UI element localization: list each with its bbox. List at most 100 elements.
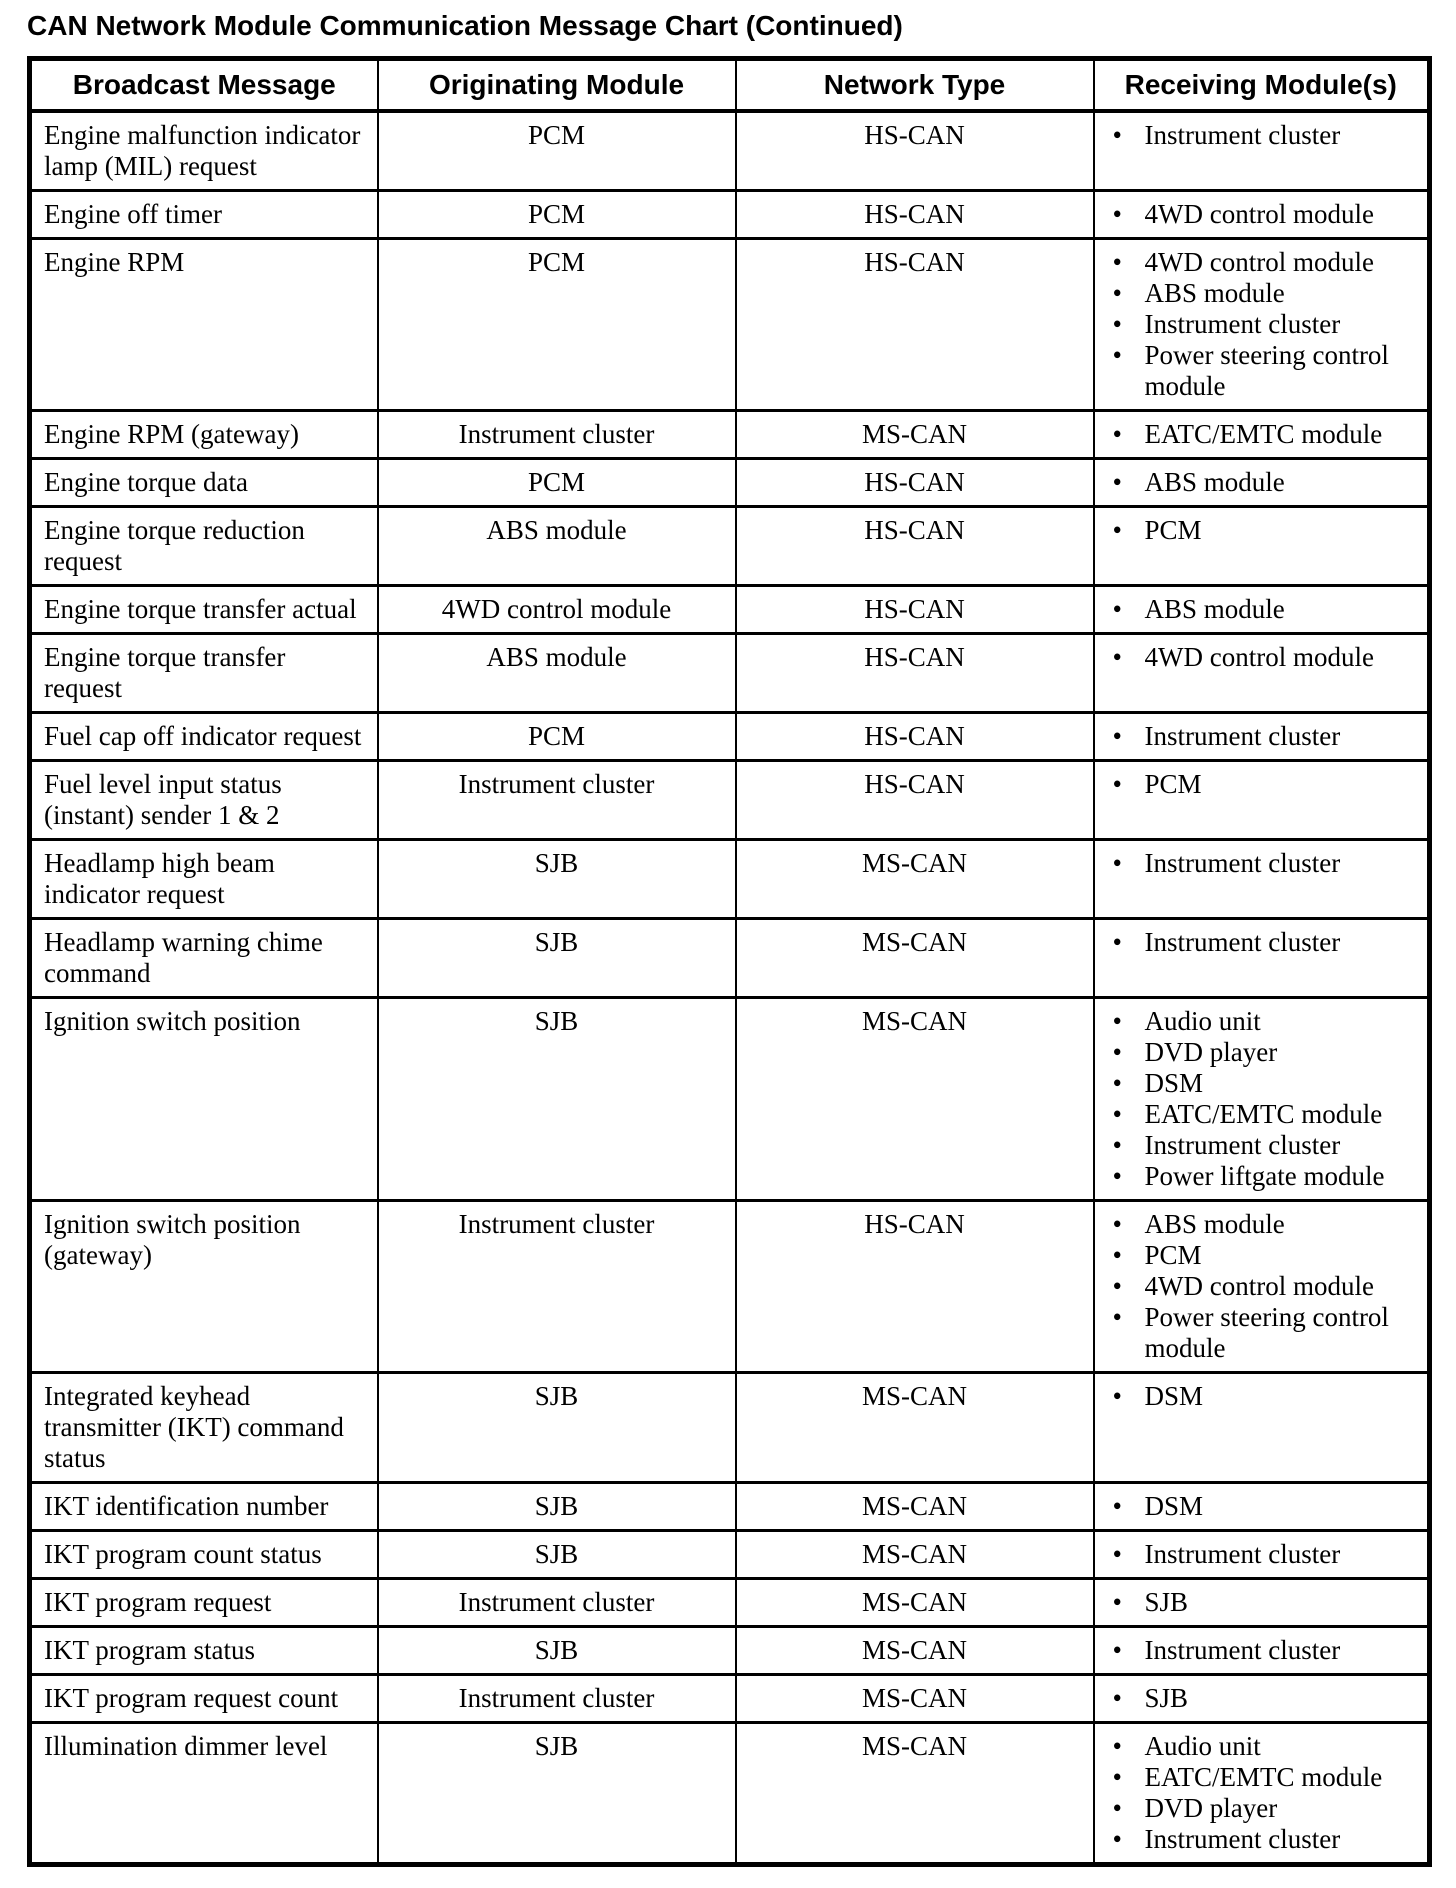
originating-module-cell: PCM [376, 711, 737, 762]
bullet-icon: • [1112, 848, 1122, 878]
receiving-module-item: • DSM [1109, 1068, 1424, 1099]
receiving-module-name: DVD player [1144, 1037, 1278, 1067]
col-header-broadcast-message: Broadcast Message [28, 57, 379, 113]
originating-module-cell: Instrument cluster [376, 409, 737, 460]
table-row: IKT identification number SJB MS-CAN • DS… [28, 1481, 1431, 1532]
originating-module-cell: PCM [376, 237, 737, 412]
receiving-module-name: PCM [1144, 1240, 1202, 1270]
network-type-cell: MS-CAN [734, 1577, 1095, 1628]
receiving-module-item: • Instrument cluster [1109, 848, 1424, 879]
originating-module-cell: PCM [376, 457, 737, 508]
receiving-module-item: • Instrument cluster [1109, 1130, 1424, 1161]
receiving-module-item: • ABS module [1109, 278, 1424, 309]
table-row: Engine malfunction indicator lamp (MIL) … [28, 109, 1431, 192]
table-row: Engine off timer PCM HS-CAN • 4WD control… [28, 189, 1431, 240]
broadcast-message-cell: IKT program count status [28, 1529, 379, 1580]
broadcast-message-cell: Integrated keyhead transmitter (IKT) com… [28, 1371, 379, 1484]
originating-module-cell: SJB [376, 1721, 737, 1866]
bullet-icon: • [1112, 1793, 1122, 1823]
receiving-module-name: ABS module [1144, 278, 1285, 308]
bullet-icon: • [1112, 1161, 1122, 1191]
network-type-cell: MS-CAN [734, 1721, 1095, 1866]
col-header-originating-module: Originating Module [376, 57, 737, 113]
receiving-modules-cell: • 4WD control module [1092, 189, 1431, 240]
originating-module-cell: SJB [376, 1371, 737, 1484]
network-type-cell: HS-CAN [734, 237, 1095, 412]
network-type-cell: HS-CAN [734, 457, 1095, 508]
broadcast-message-cell: IKT identification number [28, 1481, 379, 1532]
bullet-icon: • [1112, 1587, 1122, 1617]
receiving-modules-cell: • SJB [1092, 1577, 1431, 1628]
network-type-cell: MS-CAN [734, 1481, 1095, 1532]
receiving-module-item: • Audio unit [1109, 1006, 1424, 1037]
table-row: Ignition switch position (gateway) Instr… [28, 1199, 1431, 1374]
bullet-icon: • [1112, 721, 1122, 751]
receiving-module-name: DSM [1144, 1381, 1204, 1411]
table-row: Engine torque transfer actual 4WD contro… [28, 584, 1431, 635]
bullet-icon: • [1112, 927, 1122, 957]
originating-module-cell: Instrument cluster [376, 1577, 737, 1628]
receiving-module-name: EATC/EMTC module [1144, 419, 1383, 449]
can-message-table: Broadcast Message Originating Module Net… [27, 56, 1432, 1867]
receiving-module-name: EATC/EMTC module [1144, 1762, 1383, 1792]
table-row: Engine torque transfer request ABS modul… [28, 632, 1431, 714]
table-row: IKT program request Instrument cluster M… [28, 1577, 1431, 1628]
bullet-icon: • [1112, 1824, 1122, 1854]
receiving-modules-cell: • DSM [1092, 1371, 1431, 1484]
header-row: Broadcast Message Originating Module Net… [28, 57, 1431, 113]
receiving-module-item: • DSM [1109, 1491, 1424, 1522]
network-type-cell: MS-CAN [734, 1673, 1095, 1724]
receiving-module-name: EATC/EMTC module [1144, 1099, 1383, 1129]
receiving-modules-cell: • Audio unit • EATC/EMTC module • DVD player •… [1092, 1721, 1431, 1866]
receiving-module-name: Instrument cluster [1144, 309, 1341, 339]
originating-module-cell: SJB [376, 1529, 737, 1580]
bullet-icon: • [1112, 1635, 1122, 1665]
receiving-module-item: • PCM [1109, 515, 1424, 546]
receiving-modules-cell: • ABS module • PCM • 4WD control module • Power… [1092, 1199, 1431, 1374]
receiving-module-name: 4WD control module [1144, 1271, 1374, 1301]
receiving-module-name: DSM [1144, 1491, 1204, 1521]
network-type-cell: HS-CAN [734, 505, 1095, 587]
originating-module-cell: SJB [376, 917, 737, 999]
network-type-cell: MS-CAN [734, 409, 1095, 460]
bullet-icon: • [1112, 1068, 1122, 1098]
receiving-module-item: • EATC/EMTC module [1109, 419, 1424, 450]
table-row: Headlamp warning chime command SJB MS-CA… [28, 917, 1431, 999]
bullet-icon: • [1112, 309, 1122, 339]
receiving-module-item: • Power liftgate module [1109, 1161, 1424, 1192]
table-row: IKT program request count Instrument clu… [28, 1673, 1431, 1724]
receiving-module-name: DVD player [1144, 1793, 1278, 1823]
receiving-module-item: • Instrument cluster [1109, 721, 1424, 752]
network-type-cell: HS-CAN [734, 1199, 1095, 1374]
broadcast-message-cell: IKT program status [28, 1625, 379, 1676]
originating-module-cell: SJB [376, 996, 737, 1202]
originating-module-cell: SJB [376, 838, 737, 920]
broadcast-message-cell: Illumination dimmer level [28, 1721, 379, 1866]
bullet-icon: • [1112, 419, 1122, 449]
network-type-cell: MS-CAN [734, 1371, 1095, 1484]
receiving-module-name: Instrument cluster [1144, 1539, 1341, 1569]
receiving-module-name: Power steering control module [1144, 340, 1389, 401]
receiving-module-name: Instrument cluster [1144, 721, 1341, 751]
bullet-icon: • [1112, 1762, 1122, 1792]
broadcast-message-cell: Engine torque transfer actual [28, 584, 379, 635]
network-type-cell: MS-CAN [734, 917, 1095, 999]
bullet-icon: • [1112, 467, 1122, 497]
table-row: Illumination dimmer level SJB MS-CAN • Au… [28, 1721, 1431, 1866]
receiving-module-item: • PCM [1109, 769, 1424, 800]
table-row: Fuel cap off indicator request PCM HS-CA… [28, 711, 1431, 762]
receiving-module-name: Instrument cluster [1144, 848, 1341, 878]
receiving-module-item: • 4WD control module [1109, 642, 1424, 673]
bullet-icon: • [1112, 199, 1122, 229]
bullet-icon: • [1112, 642, 1122, 672]
originating-module-cell: Instrument cluster [376, 1199, 737, 1374]
network-type-cell: HS-CAN [734, 759, 1095, 841]
broadcast-message-cell: Fuel level input status (instant) sender… [28, 759, 379, 841]
receiving-modules-cell: • SJB [1092, 1673, 1431, 1724]
table-row: Integrated keyhead transmitter (IKT) com… [28, 1371, 1431, 1484]
receiving-module-name: Instrument cluster [1144, 1635, 1341, 1665]
table-row: Fuel level input status (instant) sender… [28, 759, 1431, 841]
receiving-modules-cell: • Instrument cluster [1092, 917, 1431, 999]
bullet-icon: • [1112, 340, 1122, 370]
